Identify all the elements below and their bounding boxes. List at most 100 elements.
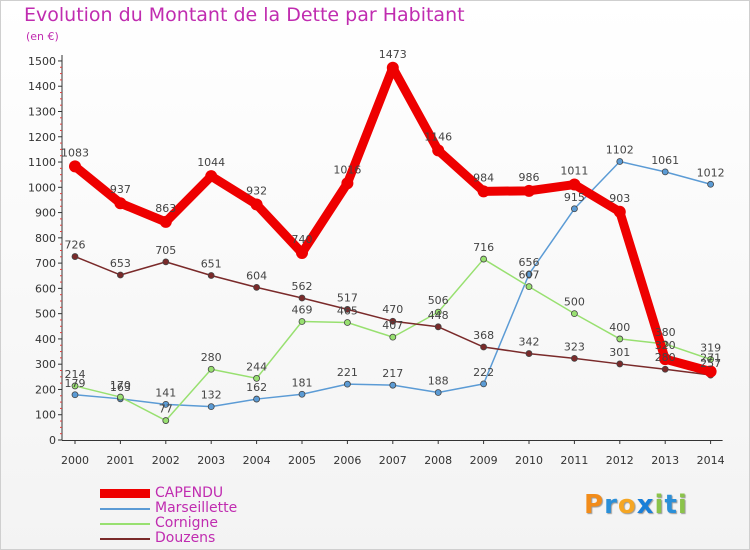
legend-item-douzens: Douzens xyxy=(100,531,300,546)
data-label-capendu: 937 xyxy=(110,183,131,196)
data-point-cornigne xyxy=(253,374,261,382)
data-label-cornigne: 400 xyxy=(609,321,630,334)
data-point-cornigne xyxy=(343,319,351,326)
data-label-capendu: 986 xyxy=(519,171,540,184)
data-point-capendu xyxy=(296,247,308,260)
data-point-marseillette xyxy=(434,389,442,396)
y-tick-label: 1100 xyxy=(28,156,56,169)
data-point-capendu xyxy=(613,205,626,218)
data-label-capendu: 1083 xyxy=(61,146,89,159)
data-label-cornigne: 214 xyxy=(65,368,86,381)
y-tick-label: 0 xyxy=(49,434,56,447)
x-tick-label: 2006 xyxy=(333,454,361,467)
logo-letter: i xyxy=(677,490,688,520)
y-tick-label: 200 xyxy=(35,383,56,396)
data-label-cornigne: 506 xyxy=(428,294,449,307)
data-point-cornigne xyxy=(389,333,397,341)
data-label-cornigne: 469 xyxy=(292,303,313,316)
data-label-capendu: 271 xyxy=(700,352,721,365)
data-label-capendu: 1146 xyxy=(424,130,452,143)
data-point-capendu xyxy=(341,177,354,190)
y-tick-label: 400 xyxy=(35,333,56,346)
data-point-marseillette xyxy=(253,395,261,403)
data-label-cornigne: 319 xyxy=(700,341,721,354)
data-point-douzens xyxy=(298,294,306,302)
y-tick-label: 1200 xyxy=(28,131,56,144)
data-label-capendu: 1044 xyxy=(197,156,225,169)
data-point-cornigne xyxy=(117,393,124,401)
y-tick-label: 1000 xyxy=(28,181,56,194)
data-label-douzens: 368 xyxy=(473,329,494,342)
data-point-cornigne xyxy=(71,382,79,390)
data-point-marseillette xyxy=(343,380,351,388)
data-label-cornigne: 77 xyxy=(159,403,173,416)
data-point-marseillette xyxy=(571,205,578,213)
data-label-capendu: 1011 xyxy=(560,165,588,178)
data-label-cornigne: 607 xyxy=(519,269,540,282)
data-label-marseillette: 132 xyxy=(201,389,222,402)
y-tick-label: 700 xyxy=(35,257,56,270)
proxiti-logo: Proxiti xyxy=(584,490,688,520)
data-point-douzens xyxy=(389,317,397,325)
data-point-capendu xyxy=(250,198,263,211)
data-point-marseillette xyxy=(525,270,533,278)
logo-letter: x xyxy=(636,490,655,520)
y-tick-label: 100 xyxy=(35,409,56,422)
data-point-douzens xyxy=(207,272,215,279)
data-label-douzens: 653 xyxy=(110,257,131,270)
data-label-marseillette: 656 xyxy=(519,256,540,269)
data-label-douzens: 280 xyxy=(655,351,676,364)
data-point-marseillette xyxy=(389,381,397,389)
x-tick-label: 2005 xyxy=(288,454,316,467)
data-point-marseillette xyxy=(616,158,624,165)
data-label-cornigne: 280 xyxy=(201,351,222,364)
data-point-capendu xyxy=(568,178,581,191)
x-tick-label: 2010 xyxy=(515,454,543,467)
data-label-marseillette: 162 xyxy=(246,381,267,394)
legend-item-cornigne: Cornigne xyxy=(100,516,300,531)
legend-label: Marseillette xyxy=(155,500,238,516)
data-label-marseillette: 179 xyxy=(65,377,86,390)
data-label-capendu: 740 xyxy=(292,233,313,246)
data-point-marseillette xyxy=(480,380,488,388)
chart-legend: CAPENDU Marseillette Cornigne Douzens xyxy=(100,486,300,546)
y-tick-label: 500 xyxy=(35,308,56,321)
data-label-douzens: 604 xyxy=(246,269,267,282)
data-label-cornigne: 380 xyxy=(655,326,676,339)
data-point-douzens xyxy=(661,365,669,373)
data-label-marseillette: 163 xyxy=(110,381,131,394)
legend-item-marseillette: Marseillette xyxy=(100,501,300,516)
legend-label: CAPENDU xyxy=(155,485,224,501)
data-point-douzens xyxy=(525,350,533,357)
data-label-capendu: 320 xyxy=(655,339,676,352)
data-label-douzens: 448 xyxy=(428,309,449,322)
logo-letter: t xyxy=(664,490,678,520)
data-point-douzens xyxy=(480,343,488,351)
legend-label: Cornigne xyxy=(155,515,218,531)
x-tick-label: 2002 xyxy=(152,454,180,467)
x-tick-label: 2003 xyxy=(197,454,225,467)
data-point-cornigne xyxy=(616,335,624,343)
legend-swatch xyxy=(100,537,150,540)
data-label-capendu: 932 xyxy=(246,184,267,197)
data-point-cornigne xyxy=(162,417,170,424)
legend-swatch xyxy=(100,522,150,525)
chart-title: Evolution du Montant de la Dette par Hab… xyxy=(24,4,465,26)
data-label-cornigne: 170 xyxy=(110,379,131,392)
data-point-cornigne xyxy=(480,255,488,263)
data-point-douzens xyxy=(162,258,170,266)
x-tick-label: 2011 xyxy=(560,454,588,467)
x-tick-label: 2009 xyxy=(470,454,498,467)
y-tick-label: 1500 xyxy=(28,55,56,68)
data-label-cornigne: 407 xyxy=(382,319,403,332)
x-tick-label: 2004 xyxy=(243,454,271,467)
data-point-capendu xyxy=(432,144,445,157)
y-tick-label: 800 xyxy=(35,232,56,245)
logo-letter: r xyxy=(604,490,618,520)
data-point-marseillette xyxy=(207,403,215,411)
data-label-cornigne: 500 xyxy=(564,296,585,309)
data-point-capendu xyxy=(704,365,717,378)
data-label-douzens: 470 xyxy=(382,303,403,316)
data-point-douzens xyxy=(434,323,442,331)
